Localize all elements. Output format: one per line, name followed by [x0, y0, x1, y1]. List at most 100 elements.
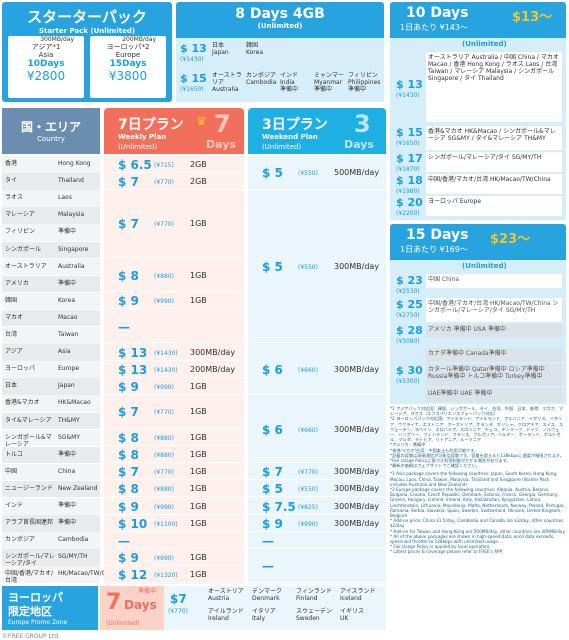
promo-country: イタリア Italy: [252, 608, 276, 622]
plan-data: 300MB/day: [334, 262, 380, 272]
plan-cell: $ 7.5 (¥825) 300MB/day: [248, 498, 386, 515]
country-row: マレーシア Malaysia: [2, 207, 100, 224]
plan-data: 300MB/day: [334, 424, 380, 434]
eight-days-panel: 8 Days 4GB (Unlimited) $ 13 (¥1430) 日本 Jap…: [176, 2, 384, 102]
plan-data: 1GB: [190, 219, 207, 229]
copyright-footer: ©FREE GROUP Ltd.: [2, 633, 60, 640]
country-jp: 香港&マカオ: [5, 399, 40, 407]
ten-days-panel: 10 Days $13〜 1日あたり ¥143〜 (Unlimited) $ 1…: [390, 2, 566, 220]
country-row: シンガポール&マレーシア SG&MY: [2, 429, 100, 448]
plan-yen: (¥990): [154, 554, 174, 562]
plan-cell: $ 5 (¥550) 300MB/day: [248, 481, 386, 498]
plan-data: 200MB/day: [190, 364, 236, 374]
fifteen-days-subtitle: 1日あたり ¥169〜: [400, 245, 468, 254]
ten-row-text: ヨーロッパ Europe: [426, 196, 562, 216]
ten-days-price-head: $13〜: [512, 10, 553, 25]
plan-cell: $ 13 (¥1430) 200MB/day: [104, 361, 244, 378]
country-en: SG/MY/TH: [58, 553, 88, 561]
plan-cell: $ 6 (¥660) 300MB/day: [248, 344, 386, 395]
plan-data: 2GB: [190, 176, 207, 186]
europe-promo-yen: (¥770): [168, 608, 188, 615]
plan-cell: $ 8 (¥880) 1GB: [104, 447, 244, 464]
country-row: タイ&マレーシア TH&MY: [2, 412, 100, 429]
plan-price: $ 9: [118, 379, 139, 394]
fifteen-row-price: $ 25: [396, 298, 423, 311]
country-en: China: [58, 467, 76, 475]
promo-country: デンマーク Denmark: [252, 588, 283, 602]
plan-yen: (¥770): [154, 221, 174, 229]
country-jp: ラオス: [5, 194, 24, 202]
plan-yen: (¥1430): [154, 366, 178, 374]
country-row: トルコ 準備中: [2, 446, 100, 464]
plan-cell: $ 9 (¥990) 1GB: [104, 498, 244, 515]
plan-price: $ 8: [118, 268, 139, 283]
country-row: シンガポール Singapore: [2, 241, 100, 258]
ten-row-yen: (¥1650): [396, 140, 420, 147]
weekly-header-big: 7: [214, 110, 231, 138]
country-row: 香港 Hong Kong: [2, 156, 100, 173]
country-row: 香港&マカオ HK&Macao: [2, 395, 100, 412]
country-en: Japan: [58, 382, 75, 390]
europe-promo-days: Days: [124, 598, 157, 612]
country-jp: フィリピン: [5, 228, 35, 236]
country-row: 中国 China: [2, 463, 100, 481]
country-en: Hong Kong: [58, 160, 91, 167]
plan-yen: (¥660): [298, 426, 318, 434]
weekend-header-unl: (Unlimited): [262, 143, 302, 151]
plan-data: 1GB: [190, 552, 207, 562]
country-jp: ニュージーランド: [5, 484, 53, 492]
country-en: Thailand: [58, 177, 84, 185]
ten-row-text: シンガポール/マレーシア/タイ SG/MY/TH: [426, 152, 562, 172]
plan-cell: $ 6.5 (¥715) 2GB: [104, 156, 244, 173]
plan-price: —: [262, 533, 274, 548]
ten-row-price: $ 18: [396, 174, 423, 187]
country-en: Australia: [58, 262, 85, 270]
country-row: シンガポール/マレーシア/タイ SG/MY/TH: [2, 549, 100, 567]
country-en: 準備中: [58, 450, 77, 458]
country-jp: インド: [5, 502, 24, 509]
country-jp: マレーシア: [5, 211, 35, 219]
plan-price: $ 7: [118, 174, 139, 189]
weekly-header: 7日プラン ♛ Weekly Plan (Unlimited) 7 Days: [104, 108, 244, 154]
plan-data: 1GB: [190, 467, 207, 477]
plan-cell: $ 10 (¥1100) 1GB: [104, 515, 244, 532]
country-row: インド 準備中: [2, 498, 100, 515]
plan-yen: (¥550): [298, 170, 318, 178]
ten-row-yen: (¥1870): [396, 166, 420, 173]
plan-data: 1GB: [190, 501, 207, 511]
eight-row-price: $ 15: [180, 72, 207, 85]
promo-country: スウェーデン Sweden: [296, 608, 333, 622]
plan-cell: $ 5 (¥550) 300MB/day: [248, 190, 386, 344]
plan-data: 2GB: [190, 159, 207, 169]
country-en: Macao: [58, 313, 78, 321]
fifteen-row-text: UAE準備中 UAE 準備中: [426, 388, 562, 402]
plan-data: 1GB: [190, 484, 207, 494]
country-en: HK/Macao/TW/China: [58, 570, 119, 578]
eight-row-country: 韓国 Korea: [246, 42, 264, 56]
starter-col1-price: ¥2800: [26, 69, 66, 83]
weekend-header-big: 3: [354, 110, 371, 138]
eight-row-price: $ 13: [180, 42, 207, 55]
starter-col1-days: 10Days: [27, 59, 65, 69]
ten-row-yen: (¥1980): [396, 188, 420, 195]
fifteen-days-panel: 15 Days $23〜 1日あたり ¥169〜 (Unlimited) $ 2…: [390, 224, 566, 404]
plan-yen: (¥550): [298, 486, 318, 494]
europe-promo-big: 7: [106, 590, 122, 615]
plan-cell: —: [248, 549, 386, 583]
ten-row-text: オーストラリア Australia / 中国 China / マカオ Macao…: [426, 52, 562, 122]
europe-promo-jp1: ヨーロッパ: [8, 591, 63, 604]
fifteen-row-text: アメリカ 準備中 USA 準備中: [426, 324, 562, 338]
plan-price: $ 9: [118, 499, 139, 514]
plan-cell: $ 7 (¥770) 1GB: [104, 190, 244, 258]
plan-data: 500MB/day: [334, 168, 380, 178]
plan-data: 300MB/day: [334, 501, 380, 511]
plan-yen: (¥1430): [154, 349, 178, 357]
country-jp: 韓国: [5, 296, 18, 304]
eight-row-country: ミャンマー Myanmar 準備中: [314, 72, 345, 93]
plan-price: $ 13: [118, 345, 148, 360]
plan-yen: (¥770): [154, 409, 174, 417]
country-jp: 台湾: [5, 331, 18, 338]
country-jp: シンガポール: [5, 245, 42, 253]
plan-price: $ 5: [262, 482, 283, 497]
europe-promo-jp2: 限定地区: [8, 605, 52, 618]
